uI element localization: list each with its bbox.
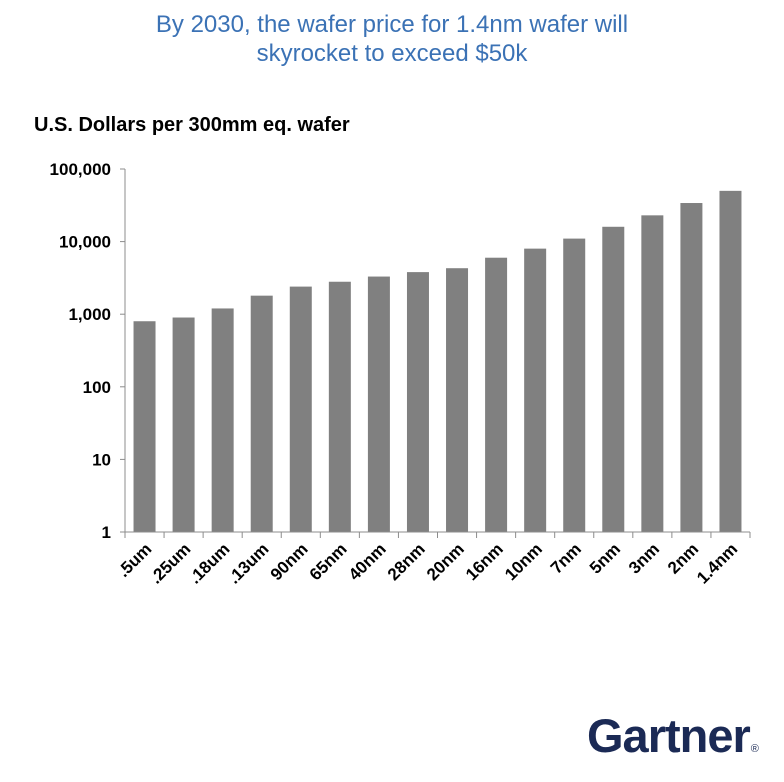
logo-text: Gartner bbox=[587, 709, 751, 762]
bar-p5um bbox=[133, 321, 156, 532]
chart-title: By 2030, the wafer price for 1.4nm wafer… bbox=[0, 10, 784, 68]
x-tick-label: 16nm bbox=[462, 539, 507, 584]
bar-7nm bbox=[563, 238, 586, 532]
bar-p13um bbox=[250, 295, 273, 532]
x-tick-label: 28nm bbox=[384, 539, 429, 584]
y-tick-label: 100 bbox=[83, 378, 111, 397]
y-tick-label: 100,000 bbox=[50, 160, 111, 179]
x-tick-label: .25um bbox=[146, 539, 194, 587]
x-tick-label: 40nm bbox=[345, 539, 390, 584]
bar-20nm bbox=[446, 268, 469, 532]
bar-90nm bbox=[289, 286, 312, 532]
bar-5nm bbox=[602, 226, 625, 532]
y-tick-label: 1,000 bbox=[68, 305, 111, 324]
x-tick-label: 65nm bbox=[306, 539, 351, 584]
bar-16nm bbox=[485, 257, 508, 532]
registered-mark-icon: ® bbox=[750, 743, 759, 755]
y-tick-label: 10,000 bbox=[59, 233, 111, 252]
chart-title-line-2: skyrocket to exceed $50k bbox=[256, 40, 528, 67]
y-tick-label: 10 bbox=[92, 450, 111, 469]
bar-1p4nm bbox=[719, 190, 742, 532]
bar-28nm bbox=[406, 272, 429, 532]
bar-65nm bbox=[328, 281, 351, 532]
bar-10nm bbox=[524, 248, 547, 532]
bar-2nm bbox=[680, 203, 703, 532]
x-tick-label: 5nm bbox=[586, 539, 624, 577]
x-tick-label: 90nm bbox=[267, 539, 312, 584]
bar-p25um bbox=[172, 317, 195, 532]
bar-40nm bbox=[367, 276, 390, 532]
x-tick-label: 1.4nm bbox=[693, 539, 741, 587]
x-tick-label: 3nm bbox=[625, 539, 663, 577]
x-tick-label: 20nm bbox=[423, 539, 468, 584]
y-tick-label: 1 bbox=[102, 523, 111, 542]
chart-title-line-1: By 2030, the wafer price for 1.4nm wafer… bbox=[155, 11, 629, 38]
x-tick-label: 10nm bbox=[501, 539, 546, 584]
bar-3nm bbox=[641, 215, 664, 532]
y-axis-label: U.S. Dollars per 300mm eq. wafer bbox=[34, 114, 350, 136]
gartner-logo: Gartner® bbox=[587, 708, 759, 763]
x-tick-label: .18um bbox=[185, 539, 233, 587]
bar-p18um bbox=[211, 308, 234, 532]
x-tick-label: .13um bbox=[224, 539, 272, 587]
x-tick-label: 7nm bbox=[547, 539, 585, 577]
